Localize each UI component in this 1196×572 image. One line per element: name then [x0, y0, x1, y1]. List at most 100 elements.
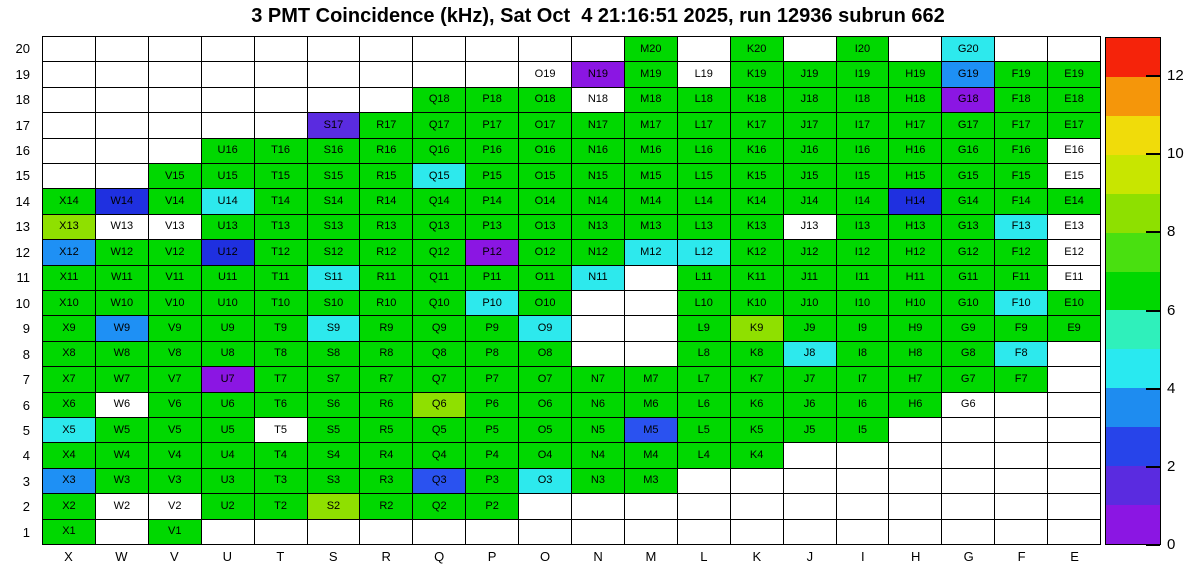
cell-label: U9	[220, 322, 235, 335]
heatmap-cell-O10: O10	[519, 290, 572, 317]
heatmap-cell-R19	[360, 62, 414, 88]
heatmap-cell-M10	[624, 290, 678, 317]
cell-label: K13	[746, 220, 767, 233]
heatmap-cell-G8: G8	[942, 341, 996, 368]
cell-label: M16	[640, 144, 662, 157]
cell-label: N5	[590, 423, 605, 436]
heatmap-cell-T1	[254, 519, 308, 545]
cell-label: P8	[485, 347, 499, 360]
cell-label: H8	[908, 347, 923, 360]
heatmap-cell-P16: P16	[466, 138, 520, 164]
heatmap-cell-J11: J11	[783, 265, 837, 291]
heatmap-cell-U19	[201, 62, 255, 88]
heatmap-cell-E18: E18	[1048, 87, 1101, 114]
heatmap-cell-F7: F7	[995, 367, 1049, 393]
heatmap-cell-W9: W9	[95, 316, 149, 342]
chart-title: 3 PMT Coincidence (kHz), Sat Oct 4 21:16…	[251, 5, 945, 27]
heatmap-cell-T18	[254, 87, 308, 114]
cell-label: T12	[271, 245, 291, 258]
heatmap-cell-K20: K20	[730, 37, 784, 63]
heatmap-cell-V9: V9	[148, 316, 202, 342]
heatmap-cell-S4: S4	[307, 443, 361, 469]
cell-label: Q8	[431, 347, 447, 360]
heatmap-cell-Q5: Q5	[413, 417, 467, 444]
cell-label: M6	[643, 398, 659, 411]
cell-label: S8	[326, 347, 341, 360]
cell-label: R4	[379, 449, 394, 462]
heatmap-cell-E20	[1048, 37, 1101, 63]
heatmap-cell-U3: U3	[201, 468, 255, 495]
cell-label: L8	[697, 347, 710, 360]
cell-label: L16	[694, 144, 713, 157]
heatmap-cell-V8: V8	[148, 341, 202, 368]
cell-label: O8	[537, 347, 553, 360]
heatmap-cell-E17: E17	[1048, 113, 1101, 139]
heatmap-cell-L16: L16	[677, 138, 731, 164]
cell-label: G6	[960, 398, 976, 411]
heatmap-cell-J9: J9	[783, 316, 837, 342]
heatmap-cell-R1	[360, 519, 414, 545]
heatmap-cell-X19	[43, 62, 96, 88]
cell-label: F7	[1014, 372, 1028, 385]
y-axis-label-1: 1	[22, 524, 30, 540]
cell-label: I7	[857, 372, 868, 385]
cell-label: N16	[587, 144, 609, 157]
heatmap-cell-F15: F15	[995, 163, 1049, 190]
cell-label: X6	[62, 398, 76, 411]
colorbar-band	[1106, 310, 1160, 350]
cell-label: Q18	[428, 93, 450, 106]
heatmap-cell-U12: U12	[201, 240, 255, 266]
heatmap-cell-W17	[95, 113, 149, 139]
heatmap-cell-Q8: Q8	[413, 341, 467, 368]
heatmap-cell-X20	[43, 37, 96, 63]
heatmap-cell-T4: T4	[254, 443, 308, 469]
cell-label: R2	[379, 499, 394, 512]
heatmap-cell-N7: N7	[572, 367, 625, 393]
heatmap-cell-W19	[95, 62, 149, 88]
cell-label: R12	[376, 245, 397, 258]
cell-label: S16	[323, 144, 344, 157]
cell-label: Q13	[428, 220, 450, 233]
heatmap-cell-N2	[572, 494, 625, 520]
heatmap-cell-V6: V6	[148, 392, 202, 418]
heatmap-cell-X10: X10	[43, 290, 96, 317]
heatmap-cell-K4: K4	[730, 443, 784, 469]
heatmap-cell-K1	[730, 519, 784, 545]
cell-label: O4	[537, 449, 553, 462]
cell-label: F13	[1011, 220, 1031, 233]
heatmap-cell-I20: I20	[836, 37, 890, 63]
heatmap-cell-R4: R4	[360, 443, 414, 469]
heatmap-cell-H12: H12	[889, 240, 943, 266]
heatmap-cell-U14: U14	[201, 189, 255, 215]
heatmap-cell-N17: N17	[572, 113, 625, 139]
heatmap-cell-V19	[148, 62, 202, 88]
heatmap-cell-F17: F17	[995, 113, 1049, 139]
heatmap-cell-X6: X6	[43, 392, 96, 418]
colorbar-tick	[1146, 231, 1160, 234]
cell-label: S14	[323, 195, 344, 208]
heatmap-cell-G17: G17	[942, 113, 996, 139]
heatmap-cell-Q1	[413, 519, 467, 545]
heatmap-cell-I8: I8	[836, 341, 890, 368]
cell-label: Q15	[428, 169, 450, 182]
colorbar-band	[1106, 154, 1160, 194]
cell-label: R8	[379, 347, 394, 360]
heatmap-cell-O13: O13	[519, 214, 572, 241]
heatmap-cell-O15: O15	[519, 163, 572, 190]
heatmap-cell-G7: G7	[942, 367, 996, 393]
heatmap-cell-S14: S14	[307, 189, 361, 215]
cell-label: X13	[59, 220, 79, 233]
heatmap-cell-H19: H19	[889, 62, 943, 88]
heatmap-cell-S12: S12	[307, 240, 361, 266]
cell-label: O11	[535, 271, 556, 284]
heatmap-cell-V14: V14	[148, 189, 202, 215]
cell-label: K19	[746, 68, 767, 81]
heatmap-cell-J8: J8	[783, 341, 837, 368]
heatmap-cell-W10: W10	[95, 290, 149, 317]
heatmap-cell-R13: R13	[360, 214, 414, 241]
cell-label: F8	[1014, 347, 1028, 360]
heatmap-cell-O5: O5	[519, 417, 572, 444]
cell-label: Q9	[431, 322, 447, 335]
cell-label: S17	[323, 118, 344, 131]
cell-label: K17	[746, 118, 767, 131]
